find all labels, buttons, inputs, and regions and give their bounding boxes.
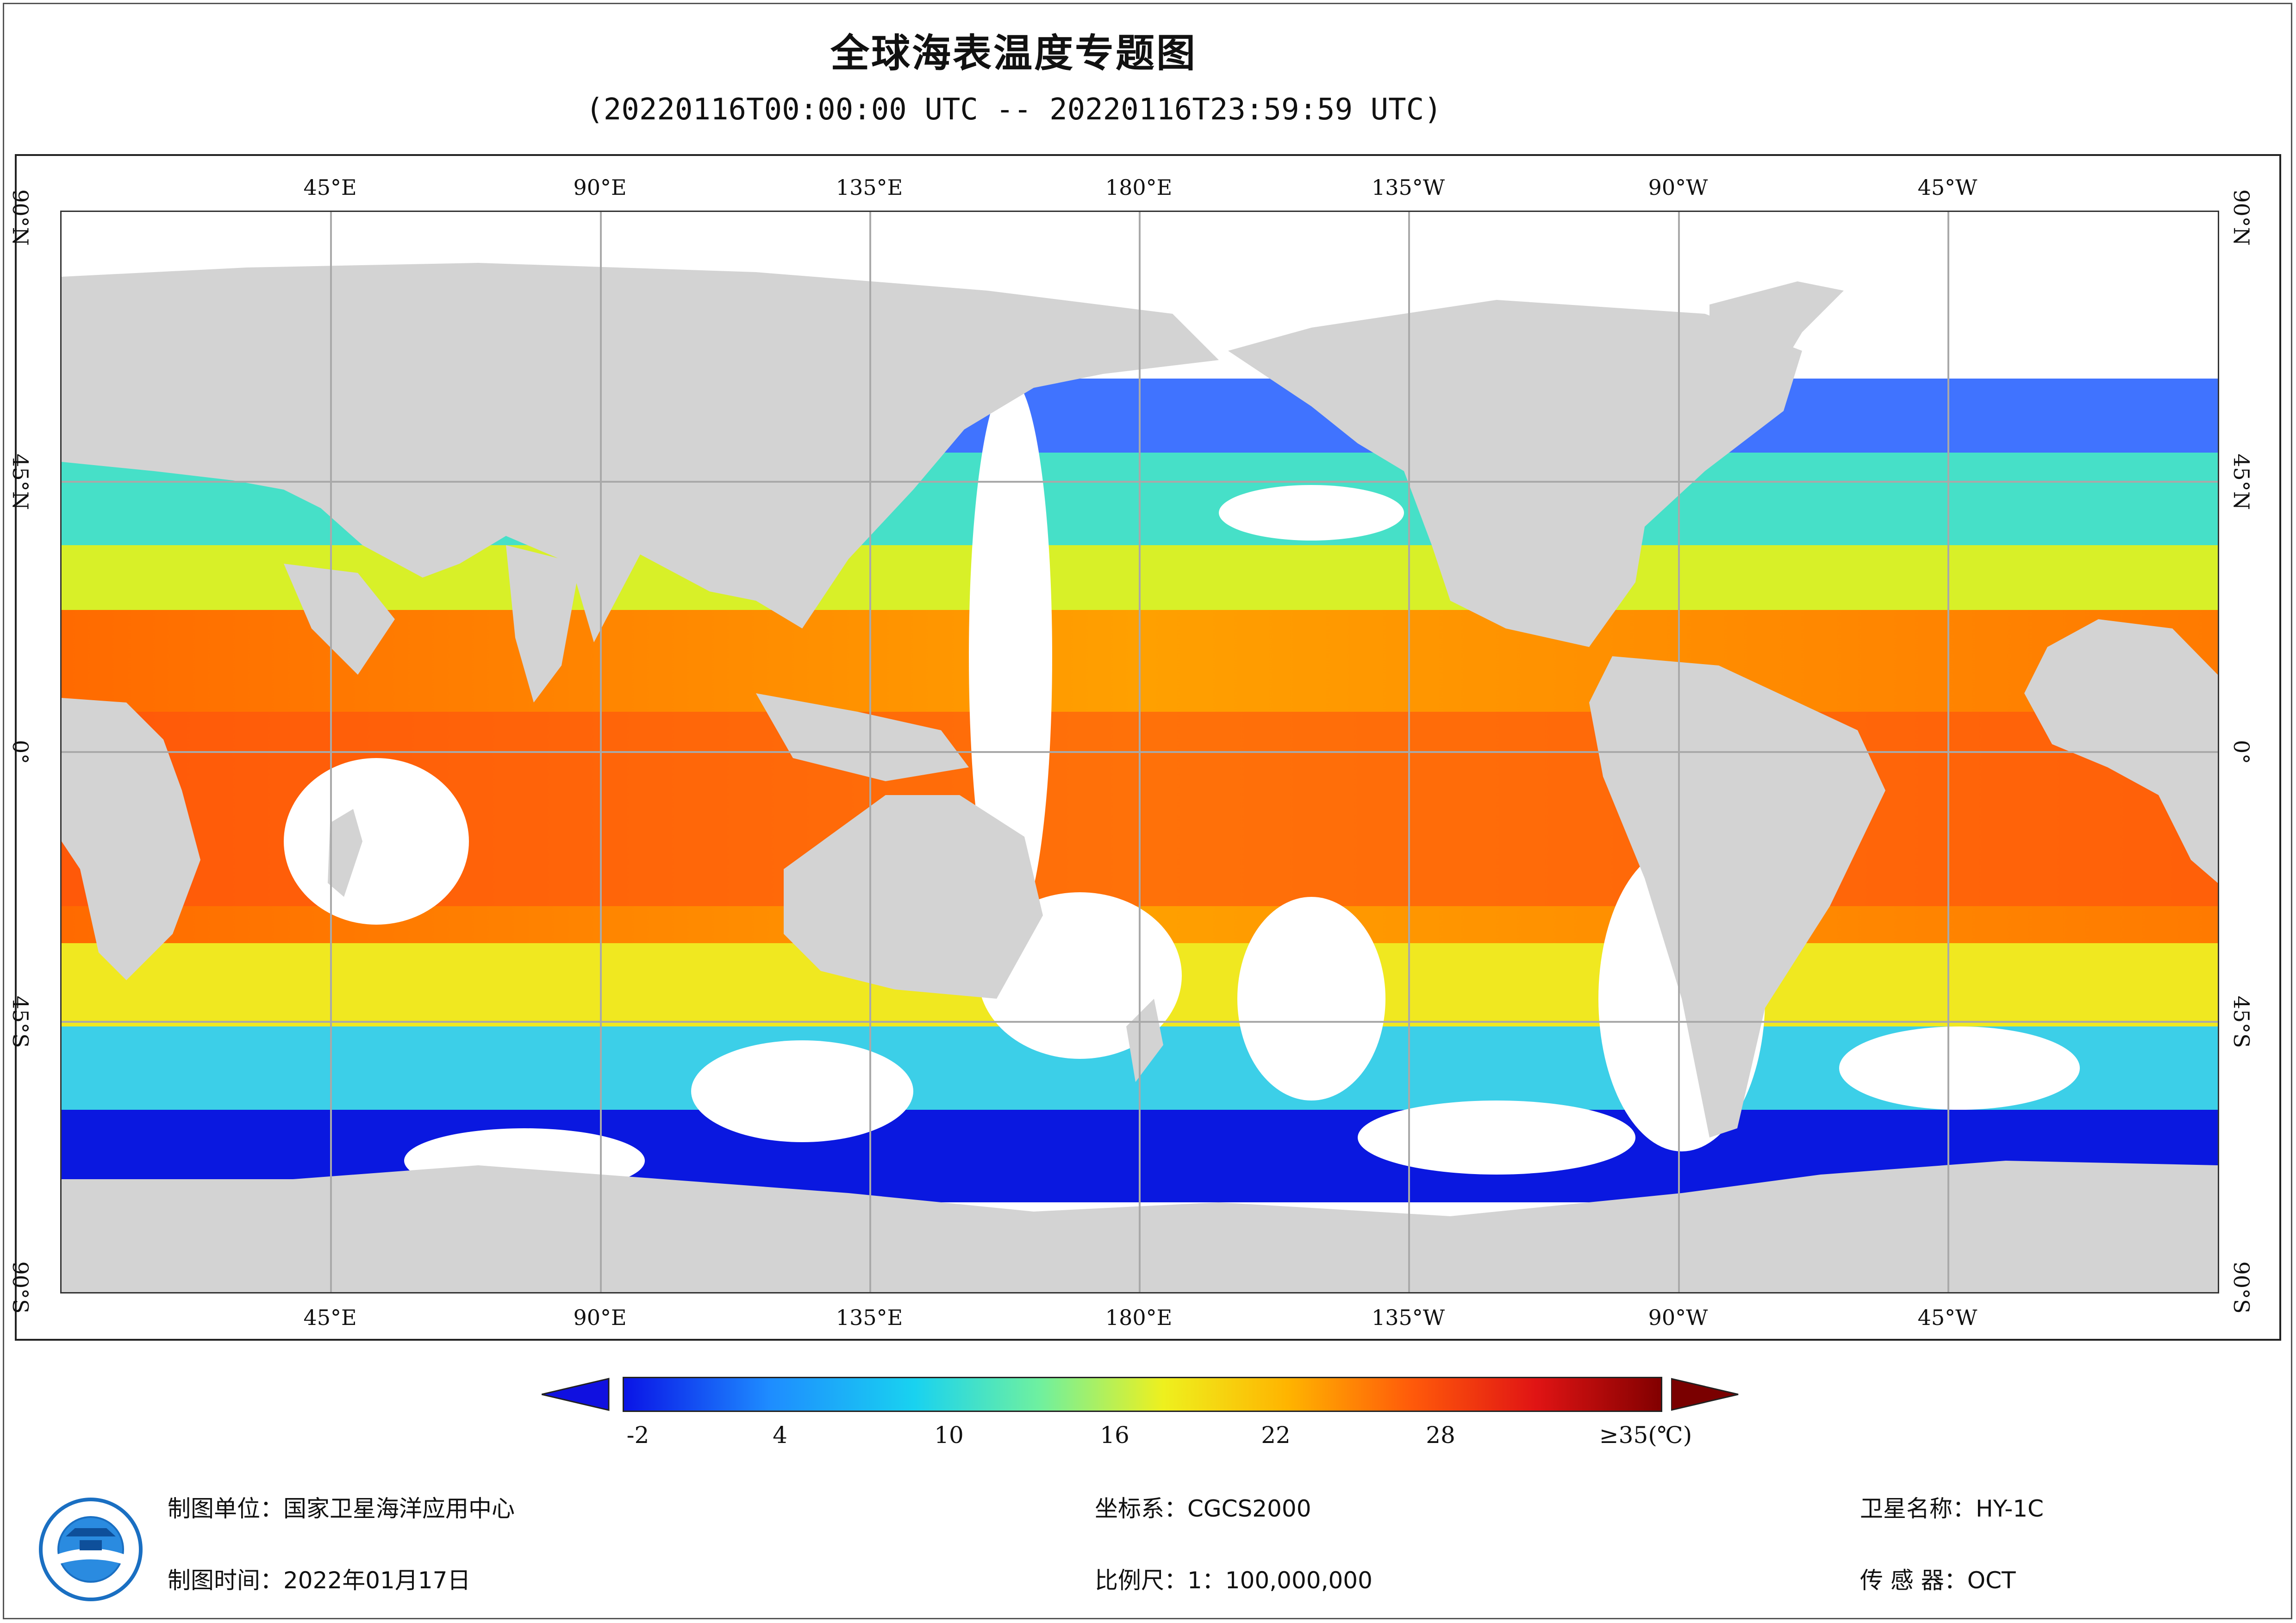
lat-label: 45°S [2229,995,2254,1048]
time-range: (20220116T00:00:00 UTC -- 20220116T23:59… [586,93,1442,127]
colorbar-under-arrow [542,1378,610,1411]
colorbar [623,1377,1662,1412]
lat-label: 45°N [2229,454,2254,510]
lat-label: 45°S [8,995,33,1048]
land-new-zealand [1126,999,1163,1082]
land-arabia [284,564,395,675]
colorbar-tick: -2 [626,1422,649,1449]
lon-label: 135°W [1371,175,1445,200]
map-canvas [62,212,2218,1292]
lon-label: 90°W [1648,1305,1708,1330]
lat-label: 0° [2229,740,2254,765]
land-australia [784,795,1043,999]
lat-label: 90°N [8,189,33,246]
colorbar-tick: 4 [773,1422,787,1449]
lat-label: 90°S [8,1261,33,1314]
lat-label: 0° [8,740,33,765]
lon-label: 90°E [573,1305,627,1330]
lon-label: 90°W [1648,175,1708,200]
map-scale: 比例尺：1：100,000,000 [1095,1567,1373,1594]
coordinate-system: 坐标系：CGCS2000 [1095,1495,1311,1522]
cartography-time: 制图时间：2022年01月17日 [168,1567,471,1594]
sensor-name: 传 感 器：OCT [1860,1567,2016,1594]
lon-label: 135°W [1371,1305,1445,1330]
lon-label: 180°E [1105,1305,1173,1330]
lat-label: 90°S [2229,1261,2254,1314]
land-madagascar [328,809,362,897]
map-frame [15,154,2281,1341]
lon-label: 45°E [303,175,357,200]
colorbar-over-arrow [1671,1378,1739,1411]
lon-label: 90°E [573,175,627,200]
land-eurasia [62,263,1219,642]
land-north-america [1228,300,1802,647]
colorbar-tick: 28 [1426,1422,1455,1449]
lat-label: 90°N [2229,189,2254,246]
nsoas-logo-icon [39,1498,143,1601]
land-south-america [1589,656,1885,1138]
lon-label: 135°E [836,1305,903,1330]
colorbar-tick: 10 [934,1422,964,1449]
satellite-name: 卫星名称：HY-1C [1860,1495,2044,1522]
page-border [3,3,2292,1619]
cartography-unit: 制图单位：国家卫星海洋应用中心 [168,1495,515,1522]
lon-label: 45°W [1917,175,1978,200]
land-indonesia [756,693,969,781]
lon-label: 45°E [303,1305,357,1330]
lat-label: 45°N [8,454,33,510]
land-africa-east [62,698,200,980]
lon-label: 135°E [836,175,903,200]
sst-map [60,211,2219,1293]
land-india [506,545,580,703]
colorbar-tick: 16 [1100,1422,1129,1449]
map-title: 全球海表温度专题图 [830,31,1197,76]
graticule [62,212,2218,1292]
colorbar-tick: 22 [1261,1422,1291,1449]
lon-label: 180°E [1105,175,1173,200]
colorbar-tick: ≥35(℃) [1599,1422,1692,1449]
lon-label: 45°W [1917,1305,1978,1330]
